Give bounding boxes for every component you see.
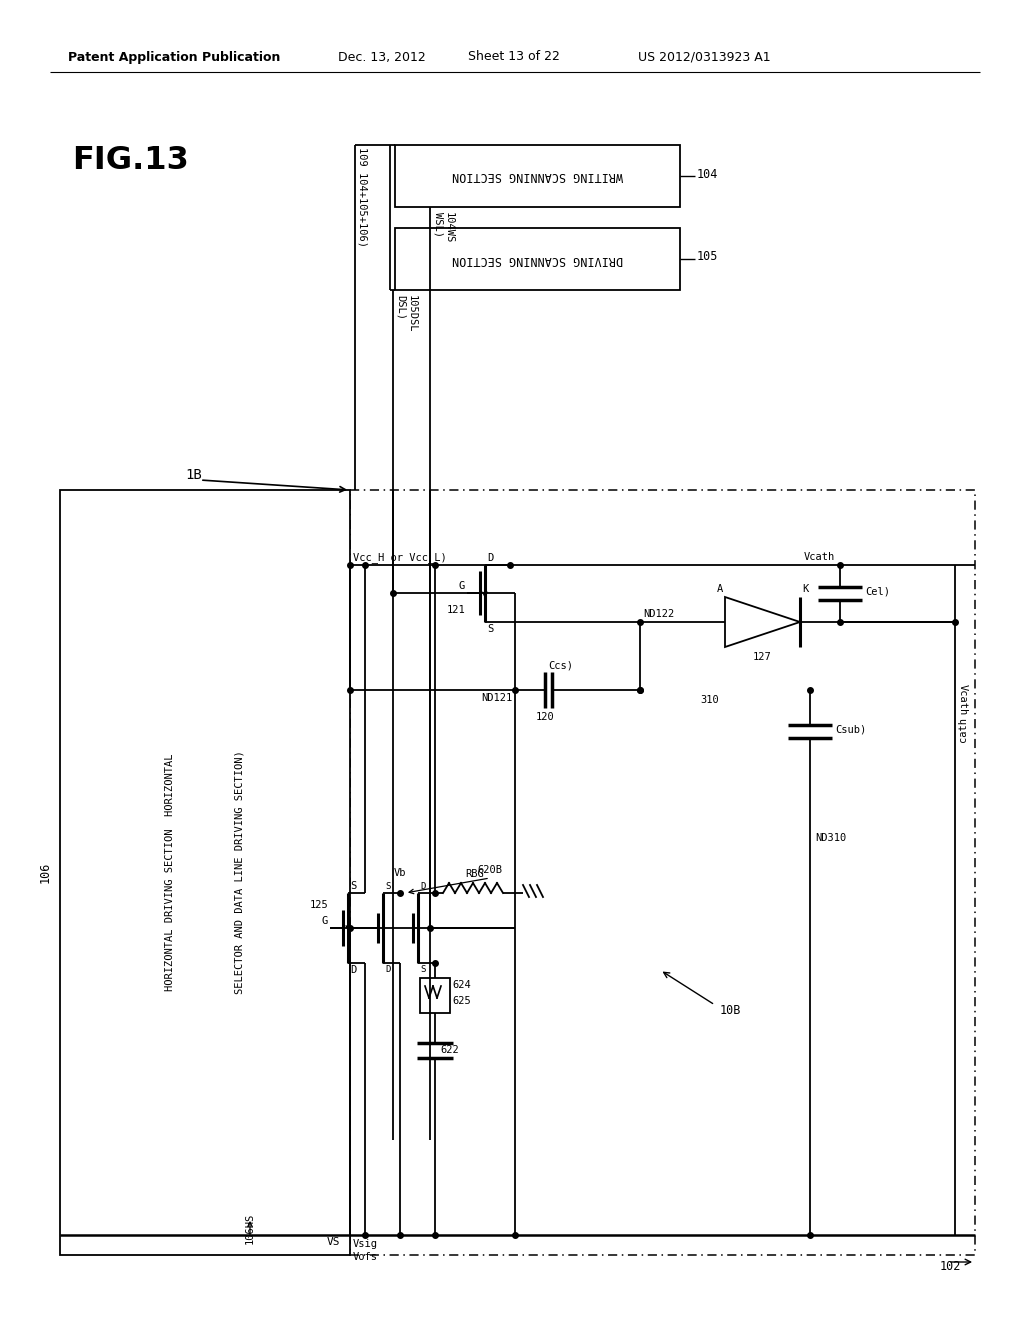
Text: Vb: Vb — [394, 869, 407, 878]
Text: 105DSL: 105DSL — [407, 294, 417, 333]
Text: WRITING SCANNING SECTION: WRITING SCANNING SECTION — [452, 169, 623, 182]
Text: Cel): Cel) — [865, 587, 890, 597]
Text: S: S — [420, 965, 425, 974]
Text: cath: cath — [958, 718, 968, 742]
Bar — [420, 978, 450, 1012]
Text: S: S — [385, 882, 390, 891]
Text: 310: 310 — [700, 696, 719, 705]
Text: K: K — [802, 583, 808, 594]
Text: 106: 106 — [39, 862, 52, 883]
Text: SELECTOR AND DATA LINE DRIVING SECTION): SELECTOR AND DATA LINE DRIVING SECTION) — [234, 751, 245, 994]
Text: 10B: 10B — [720, 1003, 741, 1016]
Text: FIG.13: FIG.13 — [72, 145, 188, 176]
Text: Vsig: Vsig — [353, 1239, 378, 1249]
Text: 109 104+105+106): 109 104+105+106) — [358, 147, 368, 247]
Text: G: G — [459, 581, 465, 591]
Text: 127: 127 — [753, 652, 772, 663]
Text: 104: 104 — [697, 168, 719, 181]
Text: S: S — [350, 880, 356, 891]
Text: S: S — [487, 624, 494, 634]
Text: D: D — [385, 965, 390, 974]
Text: DRIVING SCANNING SECTION: DRIVING SCANNING SECTION — [452, 252, 623, 265]
Text: 105: 105 — [697, 251, 719, 264]
Text: US 2012/0313923 A1: US 2012/0313923 A1 — [638, 50, 771, 63]
Text: 102: 102 — [939, 1261, 961, 1272]
Text: WSL): WSL) — [433, 213, 443, 238]
Text: D: D — [350, 965, 356, 975]
Text: Vcc_H or Vcc_L): Vcc_H or Vcc_L) — [353, 552, 446, 564]
Text: 104WS: 104WS — [444, 213, 454, 243]
Text: 121: 121 — [446, 605, 465, 615]
Text: 106HS: 106HS — [245, 1212, 255, 1243]
Bar — [350, 490, 975, 1255]
Text: Sheet 13 of 22: Sheet 13 of 22 — [468, 50, 560, 63]
Text: 624: 624 — [452, 981, 471, 990]
Text: RBG: RBG — [466, 869, 484, 879]
Text: Vofs: Vofs — [353, 1251, 378, 1262]
Text: 120: 120 — [536, 711, 554, 722]
Text: 620B: 620B — [477, 865, 503, 875]
Text: D: D — [420, 882, 425, 891]
Text: 1B: 1B — [185, 469, 202, 482]
Bar — [395, 228, 680, 290]
Text: G: G — [322, 916, 328, 927]
Text: ND310: ND310 — [815, 833, 846, 843]
Text: 625: 625 — [452, 995, 471, 1006]
Text: 125: 125 — [309, 900, 328, 909]
Text: Vcath: Vcath — [804, 552, 835, 562]
Text: 622: 622 — [440, 1045, 459, 1055]
Text: Dec. 13, 2012: Dec. 13, 2012 — [338, 50, 426, 63]
Text: DSL): DSL) — [396, 294, 406, 319]
Text: VS: VS — [327, 1237, 340, 1247]
Text: Vcath: Vcath — [958, 684, 968, 715]
Bar — [395, 145, 680, 207]
Bar — [60, 490, 350, 1255]
Text: Ccs): Ccs) — [548, 660, 573, 671]
Text: HORIZONTAL DRIVING SECTION  HORIZONTAL: HORIZONTAL DRIVING SECTION HORIZONTAL — [165, 754, 175, 991]
Text: ND121: ND121 — [480, 693, 512, 704]
Text: ND122: ND122 — [643, 609, 674, 619]
Text: D: D — [487, 553, 494, 564]
Text: A: A — [717, 583, 723, 594]
Text: Csub): Csub) — [835, 725, 866, 735]
Text: Patent Application Publication: Patent Application Publication — [68, 50, 281, 63]
